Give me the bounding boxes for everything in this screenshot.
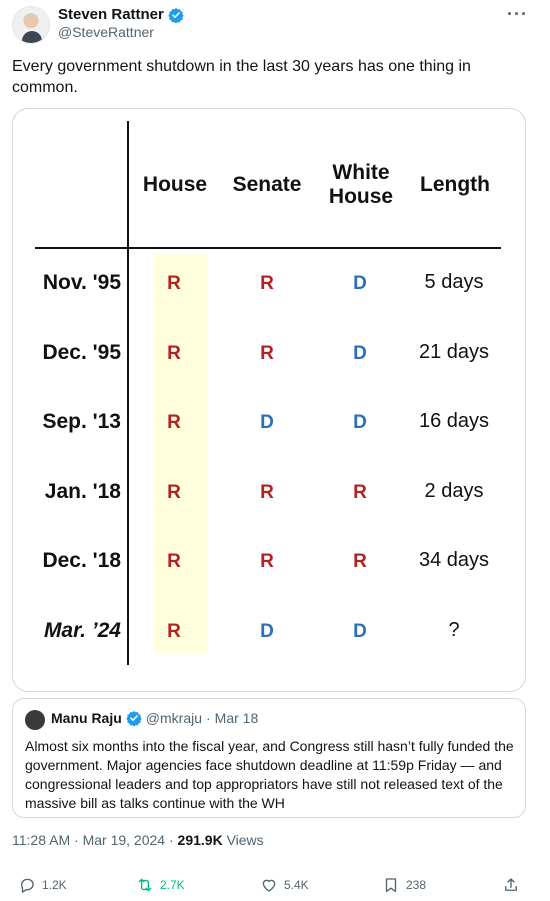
author-name-row: Steven Rattner: [58, 6, 184, 23]
action-bar: 1.2K 2.7K 5.4K 238: [0, 876, 550, 898]
reply-icon: [21, 878, 34, 893]
author-display-name[interactable]: Steven Rattner: [58, 6, 164, 23]
quoted-author-avatar: [25, 710, 45, 730]
heart-icon: [262, 879, 276, 892]
cell-length: 16 days: [418, 410, 490, 432]
quoted-tweet-header: Manu Raju @mkraju · Mar 18: [51, 710, 258, 726]
tweet-date[interactable]: Mar 19, 2024: [82, 832, 166, 848]
repost-icon: [138, 878, 152, 892]
cell-length: 5 days: [424, 271, 484, 293]
table-horizontal-rule: [35, 247, 501, 249]
cell-house: R: [167, 551, 181, 572]
bookmark-button[interactable]: 238: [382, 876, 426, 894]
views-count: 291.9K: [177, 832, 223, 848]
cell-senate: D: [260, 621, 274, 642]
column-header-house: House: [142, 173, 208, 196]
column-header-length: Length: [420, 173, 490, 196]
quoted-date: Mar 18: [214, 710, 259, 726]
repost-count: 2.7K: [160, 878, 185, 892]
column-header-senate: Senate: [232, 173, 302, 196]
row-label: Dec. '95: [42, 341, 121, 364]
bookmark-count: 238: [406, 878, 427, 892]
reply-count: 1.2K: [42, 878, 67, 892]
meta-separator: ·: [168, 832, 174, 848]
row-label: Sep. '13: [42, 410, 121, 433]
cell-white-house: D: [353, 412, 367, 433]
quoted-author-handle: @mkraju: [145, 710, 202, 726]
author-avatar[interactable]: [12, 6, 50, 44]
table-vertical-rule: [127, 121, 129, 665]
cell-senate: R: [260, 482, 274, 503]
cell-white-house: R: [353, 551, 367, 572]
row-label: Dec. '18: [42, 549, 121, 572]
tweet-meta: 11:28 AM · Mar 19, 2024 · 291.9K Views: [12, 832, 264, 848]
cell-senate: D: [260, 412, 274, 433]
cell-white-house: R: [353, 482, 367, 503]
cell-length: 34 days: [418, 549, 490, 571]
cell-house: R: [167, 482, 181, 503]
cell-senate: R: [260, 343, 274, 364]
cell-house: R: [167, 273, 181, 294]
author-handle[interactable]: @SteveRattner: [58, 24, 154, 40]
verified-badge-icon: [168, 7, 184, 23]
verified-badge-icon: [126, 711, 142, 726]
more-options-button[interactable]: ···: [507, 4, 528, 24]
cell-senate: R: [260, 551, 274, 572]
cell-senate: R: [260, 273, 274, 294]
quoted-tweet-text: Almost six months into the fiscal year, …: [25, 738, 514, 811]
bookmark-icon: [385, 878, 397, 893]
cell-length: ?: [448, 619, 460, 641]
cell-house: R: [167, 343, 181, 364]
row-label: Nov. '95: [42, 271, 121, 294]
quoted-separator: ·: [206, 710, 211, 726]
cell-white-house: D: [353, 343, 367, 364]
tweet-media-image[interactable]: House Senate White House Length Nov. '95…: [12, 108, 526, 692]
cell-white-house: D: [353, 621, 367, 642]
like-button[interactable]: 5.4K: [260, 876, 309, 894]
meta-separator: ·: [74, 832, 79, 848]
repost-button[interactable]: 2.7K: [136, 876, 185, 894]
cell-length: 2 days: [424, 480, 484, 502]
cell-house: R: [167, 412, 181, 433]
column-header-white-house: White House: [328, 161, 394, 208]
like-count: 5.4K: [284, 878, 309, 892]
cell-white-house: D: [353, 273, 367, 294]
reply-button[interactable]: 1.2K: [18, 876, 67, 894]
house-column-highlight: [154, 253, 208, 653]
quoted-author-name: Manu Raju: [51, 710, 122, 726]
row-label: Jan. '18: [44, 480, 121, 503]
cell-house: R: [167, 621, 181, 642]
views-label: Views: [226, 832, 264, 848]
tweet-text: Every government shutdown in the last 30…: [12, 58, 471, 96]
share-icon: [505, 878, 517, 891]
tweet-time[interactable]: 11:28 AM: [12, 832, 71, 848]
quoted-tweet-card[interactable]: Manu Raju @mkraju · Mar 18 Almost six mo…: [12, 698, 526, 818]
row-label: Mar. ’24: [43, 619, 121, 642]
cell-length: 21 days: [418, 341, 490, 363]
share-button[interactable]: [502, 876, 520, 894]
